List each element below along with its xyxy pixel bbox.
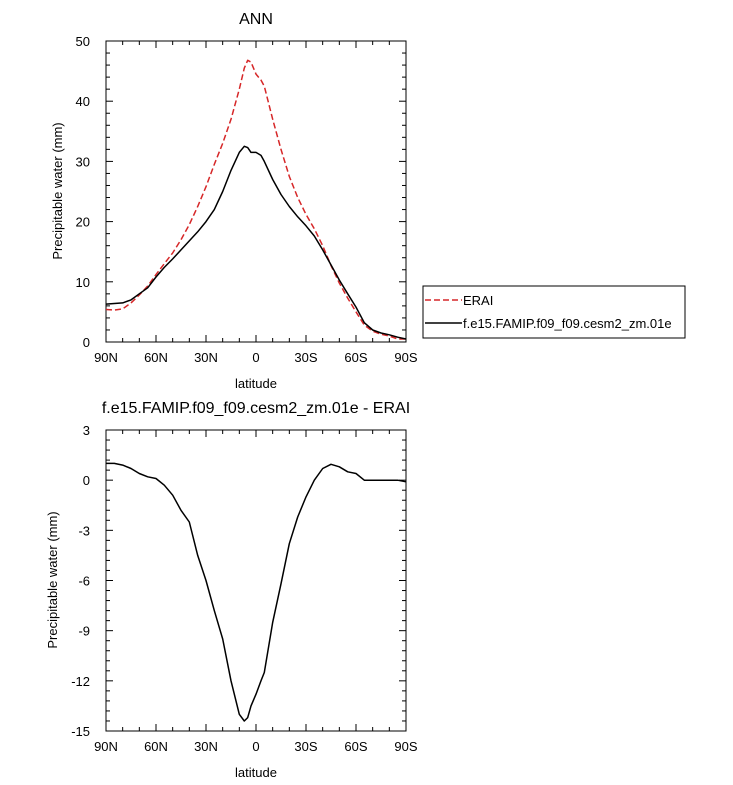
bottom-x-tick-label: 30S — [294, 739, 317, 754]
legend-model-label: f.e15.FAMIP.f09_f09.cesm2_zm.01e — [463, 316, 672, 331]
top-y-tick-label: 20 — [76, 215, 90, 230]
top-x-tick-label: 30N — [194, 350, 218, 365]
bottom-x-tick-label: 90N — [94, 739, 118, 754]
top-x-tick-label: 90N — [94, 350, 118, 365]
top-y-tick-label: 0 — [83, 335, 90, 350]
bottom-plot-frame — [105, 429, 407, 732]
bottom-y-axis-label: Precipitable water (mm) — [45, 511, 60, 648]
top-x-axis-label: latitude — [235, 376, 277, 391]
bottom-x-tick-label: 90S — [394, 739, 417, 754]
bottom-chart-title: f.e15.FAMIP.f09_f09.cesm2_zm.01e - ERAI — [102, 400, 410, 417]
top-axes-ticks: 90N 60N 30N 0 30S 60S 90S 0 10 20 30 40 50 — [76, 34, 418, 365]
bottom-panel: f.e15.FAMIP.f09_f09.cesm2_zm.01e - ERAI … — [45, 400, 418, 780]
top-x-tick-label: 60S — [344, 350, 367, 365]
bottom-x-tick-label: 60N — [144, 739, 168, 754]
legend-box — [422, 285, 686, 339]
top-x-tick-label: 60N — [144, 350, 168, 365]
top-y-tick-label: 40 — [76, 94, 90, 109]
top-panel: ANN 90N 60N 30N 0 30S 60S 90S 0 10 20 30 40 50 Preci… — [50, 11, 418, 391]
top-x-tick-label: 30S — [294, 350, 317, 365]
top-y-axis-label: Precipitable water (mm) — [50, 122, 65, 259]
bottom-x-axis-label: latitude — [235, 765, 277, 780]
bottom-series-lines — [106, 462, 407, 722]
bottom-y-tick-label: -6 — [78, 574, 90, 589]
top-series-line-model — [105, 145, 407, 340]
top-y-tick-label: 30 — [76, 154, 90, 169]
bottom-x-tick-label: 0 — [252, 739, 259, 754]
bottom-y-tick-label: -15 — [71, 724, 90, 739]
bottom-axes-ticks: 90N 60N 30N 0 30S 60S 90S 3 0 -3 -6 -9 -12 -15 — [71, 423, 418, 754]
bottom-x-tick-label: 60S — [344, 739, 367, 754]
bottom-y-tick-label: 3 — [83, 423, 90, 438]
bottom-series-line-difference — [106, 462, 407, 722]
legend-erai-label: ERAI — [463, 293, 493, 308]
bottom-y-tick-label: -3 — [78, 523, 90, 538]
top-series-line-erai — [105, 59, 406, 340]
top-plot-frame — [105, 40, 407, 343]
bottom-y-tick-label: -9 — [78, 624, 90, 639]
bottom-y-tick-label: 0 — [83, 473, 90, 488]
top-y-tick-label: 10 — [76, 275, 90, 290]
top-x-tick-label: 0 — [252, 350, 259, 365]
bottom-x-tick-label: 30N — [194, 739, 218, 754]
top-y-tick-label: 50 — [76, 34, 90, 49]
top-x-tick-label: 90S — [394, 350, 417, 365]
legend: ERAI f.e15.FAMIP.f09_f09.cesm2_zm.01e — [422, 285, 686, 339]
bottom-y-tick-label: -12 — [71, 674, 90, 689]
top-series-lines — [105, 59, 407, 340]
top-chart-title: ANN — [239, 11, 273, 28]
